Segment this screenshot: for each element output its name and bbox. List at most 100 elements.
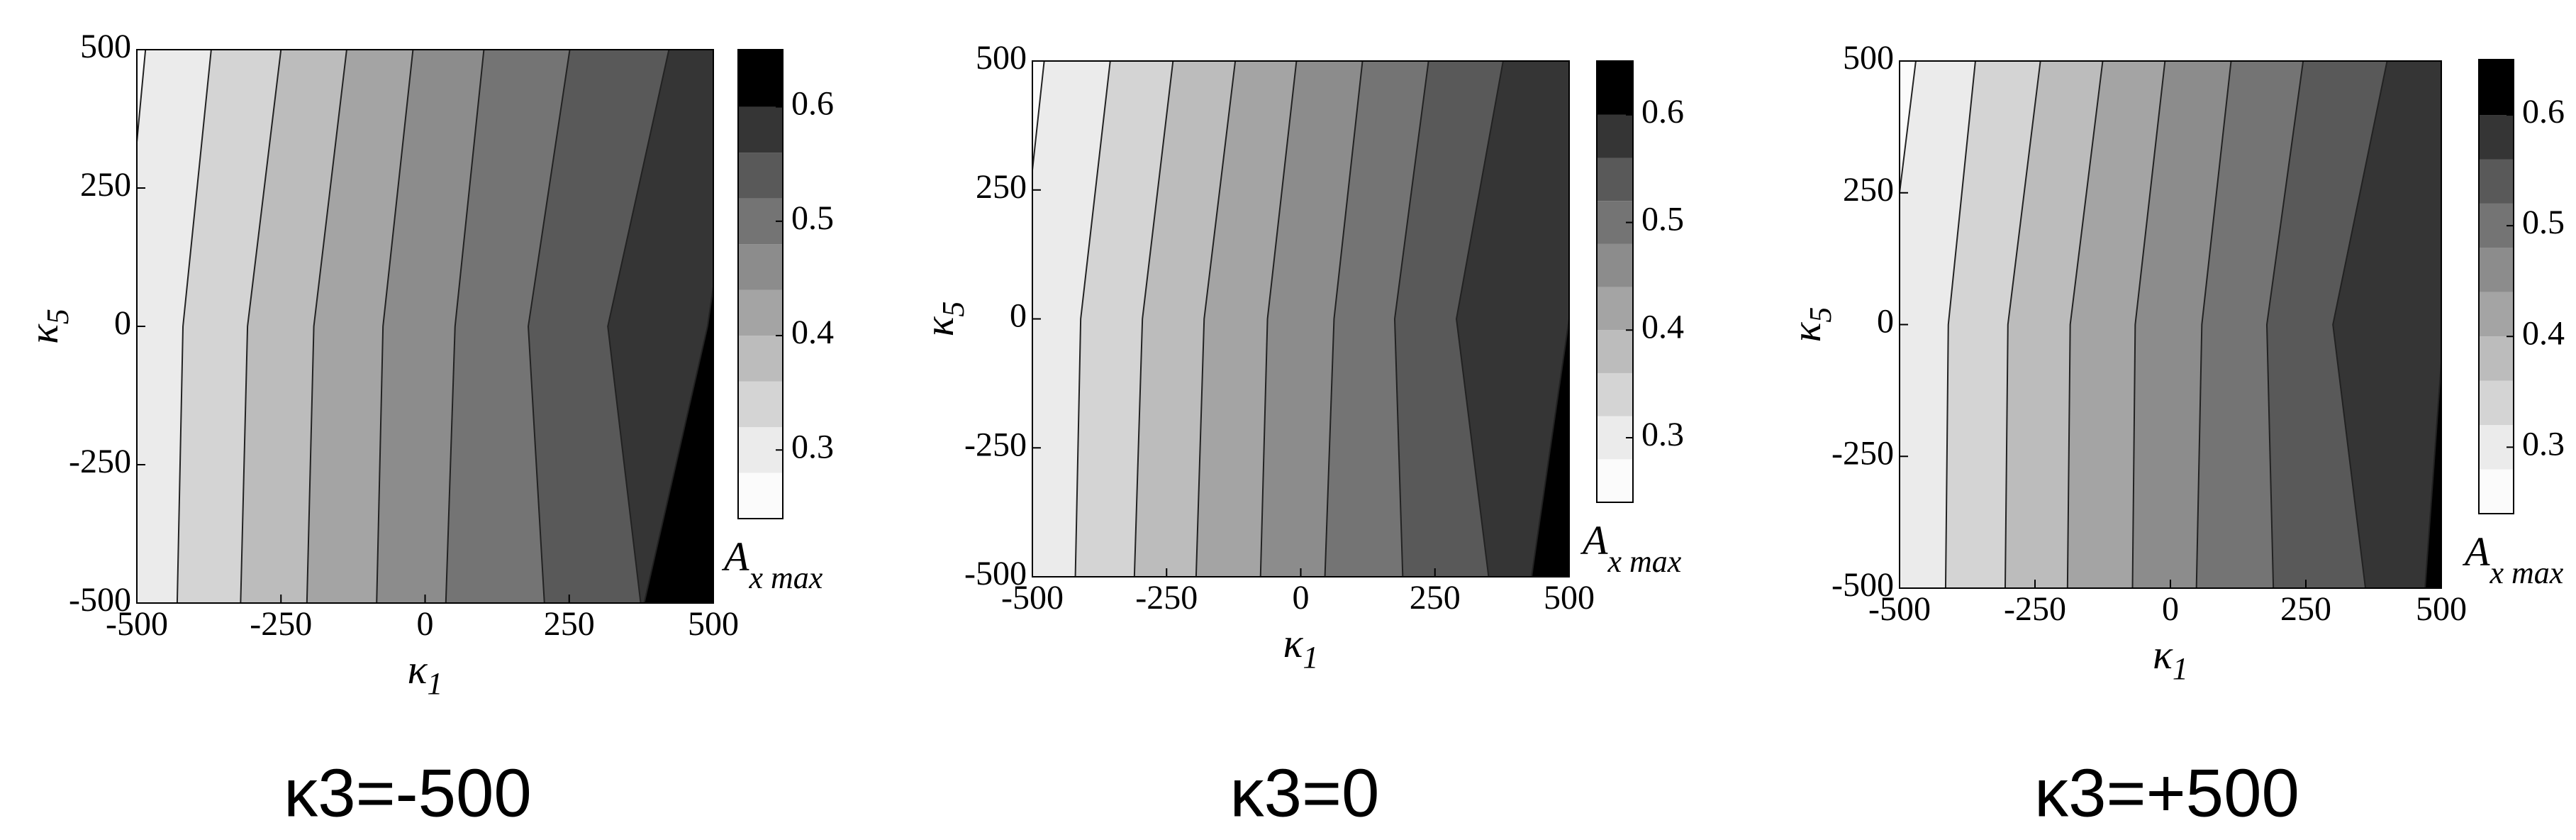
- contour-line: [306, 50, 347, 603]
- caption: κ3=0: [1230, 755, 1380, 831]
- colorbar-band: [1597, 243, 1633, 287]
- contour-band: [445, 50, 570, 603]
- y-tick-label: 250: [976, 168, 1027, 206]
- contour-band: [2196, 61, 2304, 588]
- colorbar-band: [738, 50, 783, 107]
- colorbar-frame: [2478, 59, 2514, 514]
- y-label-sub: 5: [40, 309, 75, 324]
- contour-band: [2333, 61, 2441, 588]
- colorbar-band: [738, 289, 783, 336]
- colorbar-band: [738, 381, 783, 428]
- y-tick-label: 0: [1010, 297, 1027, 335]
- y-tick-label: 500: [976, 39, 1027, 77]
- y-label-symbol: κ: [1783, 321, 1829, 342]
- y-tick-label: 250: [1843, 171, 1894, 209]
- colorbar-label: Ax max: [1580, 517, 1682, 579]
- contour-band: [1075, 61, 1173, 577]
- colorbar-band: [2479, 469, 2514, 514]
- colorbar-tick-label: 0.6: [2522, 93, 2565, 131]
- plot-area: [1900, 61, 2441, 588]
- x-tick-label: 0: [1293, 579, 1310, 617]
- contour-line: [607, 50, 670, 603]
- colorbar-band: [2479, 336, 2514, 381]
- x-tick-label: 0: [417, 605, 434, 643]
- plot-area: [1032, 61, 1569, 577]
- colorbar-tick-label: 0.6: [1641, 93, 1684, 131]
- y-tick-label: 500: [1843, 39, 1894, 77]
- colorbar-band: [2479, 292, 2514, 337]
- y-tick-label: 250: [80, 166, 131, 204]
- contour-band: [1945, 61, 2041, 588]
- x-tick-label: 500: [2416, 590, 2467, 628]
- contour-band: [240, 50, 347, 603]
- contour-line: [1259, 61, 1298, 577]
- contour-band: [528, 50, 669, 603]
- contour-band: [306, 50, 413, 603]
- contour-line: [176, 50, 212, 603]
- x-axis-label: κ1: [2153, 631, 2188, 686]
- colorbar-label-symbol: A: [721, 534, 749, 580]
- contour-line: [1324, 61, 1364, 577]
- y-tick-label: 0: [114, 304, 131, 342]
- x-tick-label: 250: [544, 605, 595, 643]
- x-tick-label: -250: [250, 605, 312, 643]
- colorbar-band: [738, 198, 783, 245]
- contour-line: [1074, 61, 1111, 577]
- colorbar-tick-label: 0.6: [791, 85, 834, 123]
- contour-line: [2131, 61, 2166, 588]
- colorbar-label-sub: x max: [1607, 544, 1681, 579]
- contour-line: [2195, 61, 2232, 588]
- x-tick-label: 500: [688, 605, 739, 643]
- colorbar-band: [738, 153, 783, 199]
- contour-line: [1133, 61, 1174, 577]
- contour-band: [1134, 61, 1236, 577]
- y-tick-label: -250: [964, 426, 1027, 463]
- colorbar-label-sub: x max: [748, 560, 823, 595]
- colorbar-label-symbol: A: [2462, 529, 2490, 575]
- colorbar-tick-label: 0.3: [1641, 416, 1684, 453]
- contour-band: [2266, 61, 2387, 588]
- contour-band: [177, 50, 281, 603]
- contour-line: [1944, 61, 1976, 588]
- colorbar-band: [2479, 115, 2514, 160]
- colorbar-label: Ax max: [721, 534, 823, 595]
- contour-line: [1393, 61, 1429, 577]
- y-tick-label: -500: [69, 581, 131, 619]
- colorbar-label: Ax max: [2462, 529, 2564, 590]
- colorbar-band: [1597, 158, 1633, 201]
- x-tick-label: -250: [1135, 579, 1198, 617]
- contour-line: [528, 50, 571, 603]
- x-axis-label: κ1: [408, 646, 443, 701]
- contour-band: [2132, 61, 2231, 588]
- plot-area: [137, 50, 713, 603]
- contour-band: [608, 50, 713, 603]
- colorbar-band: [2479, 248, 2514, 292]
- y-tick-label: -250: [1831, 434, 1894, 472]
- contour-line: [445, 50, 485, 603]
- colorbar-label-symbol: A: [1580, 517, 1608, 563]
- x-tick-label: 250: [1410, 579, 1461, 617]
- contour-band: [2005, 61, 2103, 588]
- x-label-symbol: κ: [408, 646, 428, 692]
- contour-band: [1325, 61, 1429, 577]
- contour-band: [1394, 61, 1503, 577]
- x-tick-label: 250: [2280, 590, 2331, 628]
- y-tick-label: 500: [80, 28, 131, 65]
- x-tick-label: -500: [1868, 590, 1931, 628]
- y-label-symbol: κ: [916, 316, 962, 336]
- colorbar-band: [1597, 114, 1633, 158]
- colorbar-tick-label: 0.4: [791, 314, 834, 351]
- x-tick-label: -250: [2004, 590, 2066, 628]
- y-label-sub: 5: [936, 302, 971, 317]
- colorbar-band: [2479, 380, 2514, 426]
- colorbar-tick-label: 0.4: [2522, 314, 2565, 352]
- colorbar-band: [1597, 459, 1633, 502]
- contour-band: [1260, 61, 1363, 577]
- y-label-symbol: κ: [21, 324, 67, 344]
- colorbar-tick-label: 0.5: [2522, 204, 2565, 241]
- x-label-sub: 1: [1303, 640, 1318, 675]
- y-tick-label: -500: [964, 555, 1027, 592]
- colorbar-band: [738, 472, 783, 519]
- colorbar-band: [738, 336, 783, 382]
